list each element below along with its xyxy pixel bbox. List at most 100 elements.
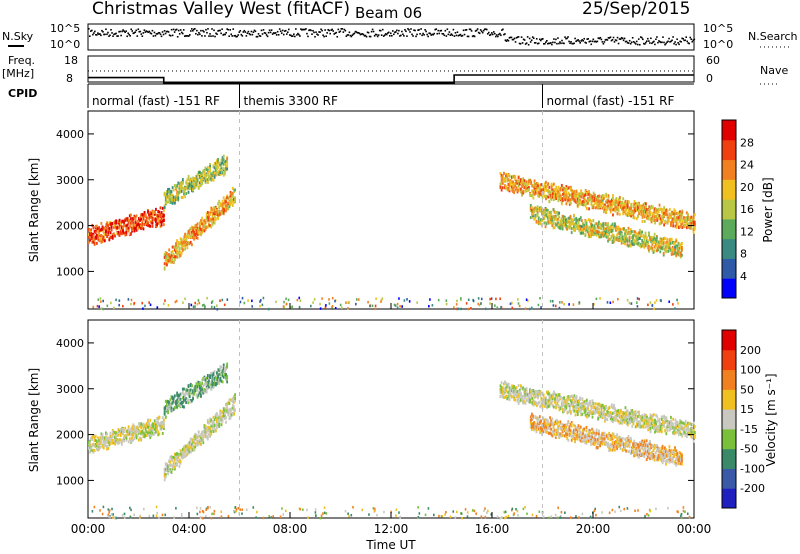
- velocity-echo: [198, 386, 201, 390]
- power-echo: [663, 206, 665, 210]
- power-ground-scatter: [527, 299, 529, 303]
- power-echo: [551, 184, 554, 188]
- power-echo: [216, 164, 218, 168]
- noise-point: [201, 35, 203, 37]
- power-echo: [203, 222, 206, 226]
- noise-point: [330, 29, 332, 31]
- power-ground-scatter: [92, 305, 95, 309]
- power-echo: [149, 210, 152, 214]
- power-echo: [109, 231, 112, 235]
- noise-point: [411, 33, 413, 36]
- power-echo: [184, 188, 187, 192]
- noise-point: [234, 34, 237, 37]
- noise-point: [543, 43, 545, 45]
- velocity-echo: [119, 432, 122, 436]
- power-echo: [512, 189, 514, 193]
- noise-point: [598, 37, 601, 40]
- power-ground-scatter: [182, 301, 184, 304]
- power-echo: [556, 218, 558, 222]
- power-echo: [526, 188, 529, 192]
- power-echo: [642, 203, 645, 207]
- noise-point: [379, 29, 382, 32]
- power-echo: [145, 223, 148, 227]
- power-echo: [642, 244, 645, 248]
- power-echo: [660, 237, 663, 241]
- power-echo: [201, 182, 204, 186]
- power-echo: [167, 187, 169, 191]
- velocity-echo: [97, 444, 99, 448]
- noise-point: [482, 29, 485, 32]
- velocity-echo: [234, 397, 236, 401]
- power-echo: [615, 201, 618, 205]
- velocity-echo: [228, 402, 231, 406]
- power-echo: [671, 248, 674, 252]
- power-echo: [658, 222, 661, 226]
- power-echo: [171, 186, 174, 190]
- power-echo: [177, 193, 180, 197]
- power-echo: [510, 180, 513, 184]
- velocity-echo: [111, 433, 114, 437]
- power-echo: [571, 218, 574, 222]
- noise-point: [400, 34, 402, 37]
- power-echo: [209, 217, 211, 221]
- power-echo: [214, 173, 217, 177]
- power-echo: [168, 194, 171, 198]
- power-echo: [632, 234, 634, 238]
- power-echo: [656, 218, 659, 222]
- velocity-echo: [209, 417, 211, 421]
- power-echo: [604, 222, 607, 226]
- power-echo: [231, 194, 234, 198]
- velocity-echo: [218, 422, 221, 426]
- power-echo: [612, 194, 614, 198]
- power-ground-scatter: [259, 300, 261, 303]
- power-echo: [678, 253, 681, 257]
- noise-point: [450, 33, 453, 35]
- power-echo: [535, 189, 538, 193]
- velocity-echo: [122, 427, 124, 431]
- velocity-echo: [216, 426, 218, 430]
- velocity-echo: [112, 440, 115, 444]
- power-echo: [196, 226, 199, 230]
- power-echo: [644, 231, 647, 235]
- power-echo: [587, 235, 590, 239]
- power-echo: [543, 187, 546, 191]
- colorbar-cell: [722, 258, 736, 279]
- power-echo: [544, 213, 547, 217]
- power-echo: [642, 234, 645, 238]
- velocity-echo: [164, 405, 167, 409]
- velocity-echo: [148, 431, 151, 435]
- noise-point: [223, 33, 225, 36]
- power-echo: [691, 217, 694, 221]
- noise-point: [657, 41, 659, 44]
- noise-point: [629, 42, 632, 45]
- power-echo: [660, 210, 663, 214]
- power-echo: [545, 208, 548, 212]
- power-echo: [116, 226, 119, 230]
- power-ground-scatter: [445, 302, 448, 306]
- noise-point: [211, 28, 213, 30]
- noise-point: [204, 35, 206, 37]
- power-echo: [196, 182, 199, 186]
- noise-point: [530, 39, 533, 42]
- power-ground-scatter: [355, 298, 358, 301]
- velocity-echo: [175, 463, 177, 467]
- power-echo: [634, 206, 637, 210]
- power-echo: [535, 214, 538, 218]
- velocity-echo: [189, 450, 192, 454]
- power-echo: [607, 225, 609, 229]
- power-ground-scatter: [328, 302, 331, 305]
- power-echo: [172, 200, 175, 204]
- power-echo: [159, 224, 162, 228]
- velocity-echo: [178, 459, 181, 463]
- power-echo: [213, 173, 216, 177]
- power-echo: [577, 202, 580, 206]
- velocity-echo: [222, 367, 225, 371]
- power-echo: [558, 215, 561, 219]
- power-echo: [569, 221, 572, 225]
- power-echo: [230, 201, 233, 205]
- power-echo: [95, 233, 98, 237]
- velocity-echo: [172, 465, 175, 469]
- velocity-echo: [195, 385, 198, 389]
- noise-point: [186, 35, 189, 37]
- noise-point: [298, 33, 300, 36]
